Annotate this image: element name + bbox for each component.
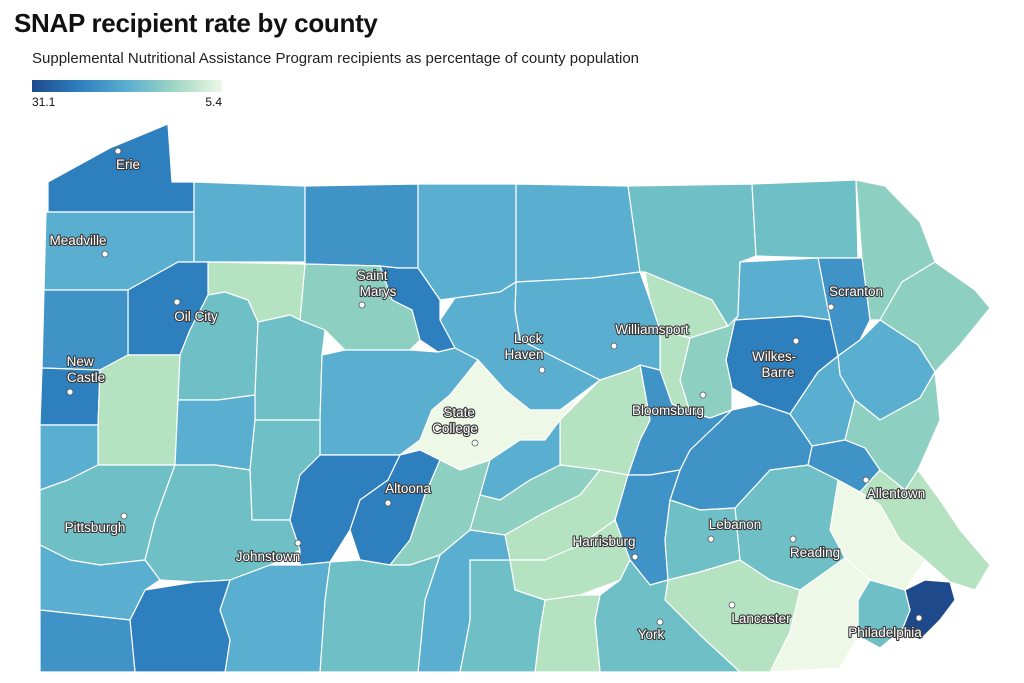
city-dot <box>358 301 366 309</box>
county-mckean[interactable] <box>304 183 419 269</box>
city-dot <box>538 366 546 374</box>
city-bloomsburg: Bloomsburg <box>631 391 707 419</box>
city-label-state-college: State College <box>432 405 479 436</box>
legend-max-label: 5.4 <box>205 95 222 109</box>
city-dot <box>728 601 736 609</box>
county-potter[interactable] <box>417 183 517 301</box>
city-lancaster: Lancaster <box>728 601 792 627</box>
county-adams[interactable] <box>534 594 601 673</box>
city-label-reading: Reading <box>790 545 840 560</box>
city-label-york: York <box>638 627 665 642</box>
city-dot <box>610 342 618 350</box>
city-dot <box>915 614 923 622</box>
city-label-meadville: Meadville <box>49 233 106 248</box>
city-label-philadelphia: Philadelphia <box>848 625 922 640</box>
city-dot <box>101 250 109 258</box>
county-butler[interactable] <box>97 354 181 466</box>
city-pittsburgh: Pittsburgh <box>64 512 128 536</box>
county-fayette[interactable] <box>129 579 231 673</box>
city-dot <box>173 298 181 306</box>
city-label-scranton: Scranton <box>829 284 883 299</box>
city-label-wilkes-barre: Wilkes- Barre <box>752 349 800 380</box>
city-york: York <box>637 618 666 643</box>
county-susquehanna[interactable] <box>751 179 859 259</box>
city-wilkes-barre: Wilkes- Barre <box>751 337 800 381</box>
city-allentown: Allentown <box>862 476 926 502</box>
city-dot <box>707 535 715 543</box>
city-dot <box>114 147 122 155</box>
city-label-johnstown: Johnstown <box>236 549 301 564</box>
city-label-williamsport: Williamsport <box>615 322 689 337</box>
color-legend: 31.1 5.4 <box>32 80 222 109</box>
county-indiana[interactable] <box>174 394 256 471</box>
city-new-castle: New Castle <box>66 353 106 396</box>
county-tioga[interactable] <box>515 183 641 283</box>
city-dot <box>827 303 835 311</box>
city-dot <box>294 539 302 547</box>
city-philadelphia: Philadelphia <box>847 614 923 641</box>
legend-min-label: 31.1 <box>32 95 56 109</box>
county-warren[interactable] <box>193 181 306 263</box>
city-dot <box>862 476 870 484</box>
city-oil-city: Oil City <box>173 298 219 325</box>
city-dot <box>699 391 707 399</box>
city-markers: Erie Meadville Oil City New Castle Saint… <box>48 147 926 643</box>
city-label-lancaster: Lancaster <box>731 611 791 626</box>
city-label-allentown: Allentown <box>867 486 926 501</box>
map-subtitle: Supplemental Nutritional Assistance Prog… <box>32 50 640 67</box>
city-dot <box>384 499 392 507</box>
city-lebanon: Lebanon <box>707 516 762 543</box>
city-lock-haven: Lock Haven <box>503 330 546 374</box>
county-somerset[interactable] <box>219 561 331 673</box>
city-label-new-castle: New Castle <box>67 354 106 385</box>
city-scranton: Scranton <box>827 283 884 311</box>
county-jefferson[interactable] <box>254 314 326 421</box>
city-dot <box>792 337 800 345</box>
city-label-lebanon: Lebanon <box>709 517 762 532</box>
counties <box>39 123 991 673</box>
city-dot <box>789 535 797 543</box>
city-harrisburg: Harrisburg <box>571 533 639 561</box>
city-dot <box>66 388 74 396</box>
city-label-lock-haven: Lock Haven <box>504 331 546 362</box>
city-label-harrisburg: Harrisburg <box>572 534 635 549</box>
city-state-college: State College <box>431 404 479 447</box>
city-label-pittsburgh: Pittsburgh <box>65 520 126 535</box>
city-reading: Reading <box>789 535 841 561</box>
city-johnstown: Johnstown <box>235 539 302 565</box>
city-dot <box>631 553 639 561</box>
city-erie: Erie <box>114 147 141 173</box>
city-dot <box>471 439 479 447</box>
city-dot <box>120 512 128 520</box>
city-meadville: Meadville <box>48 232 109 258</box>
city-label-altoona: Altoona <box>385 481 431 496</box>
city-label-bloomsburg: Bloomsburg <box>632 403 704 418</box>
city-label-erie: Erie <box>116 157 140 172</box>
county-wyoming[interactable] <box>734 257 831 321</box>
city-altoona: Altoona <box>384 480 432 507</box>
legend-gradient <box>32 80 222 92</box>
city-dot <box>656 618 664 626</box>
city-label-oil-city: Oil City <box>174 309 218 324</box>
city-saint-marys: Saint Marys <box>356 267 398 309</box>
county-greene[interactable] <box>39 609 136 673</box>
city-williamsport: Williamsport <box>610 321 690 350</box>
map-title: SNAP recipient rate by county <box>14 8 378 38</box>
city-label-saint-marys: Saint Marys <box>357 268 397 299</box>
